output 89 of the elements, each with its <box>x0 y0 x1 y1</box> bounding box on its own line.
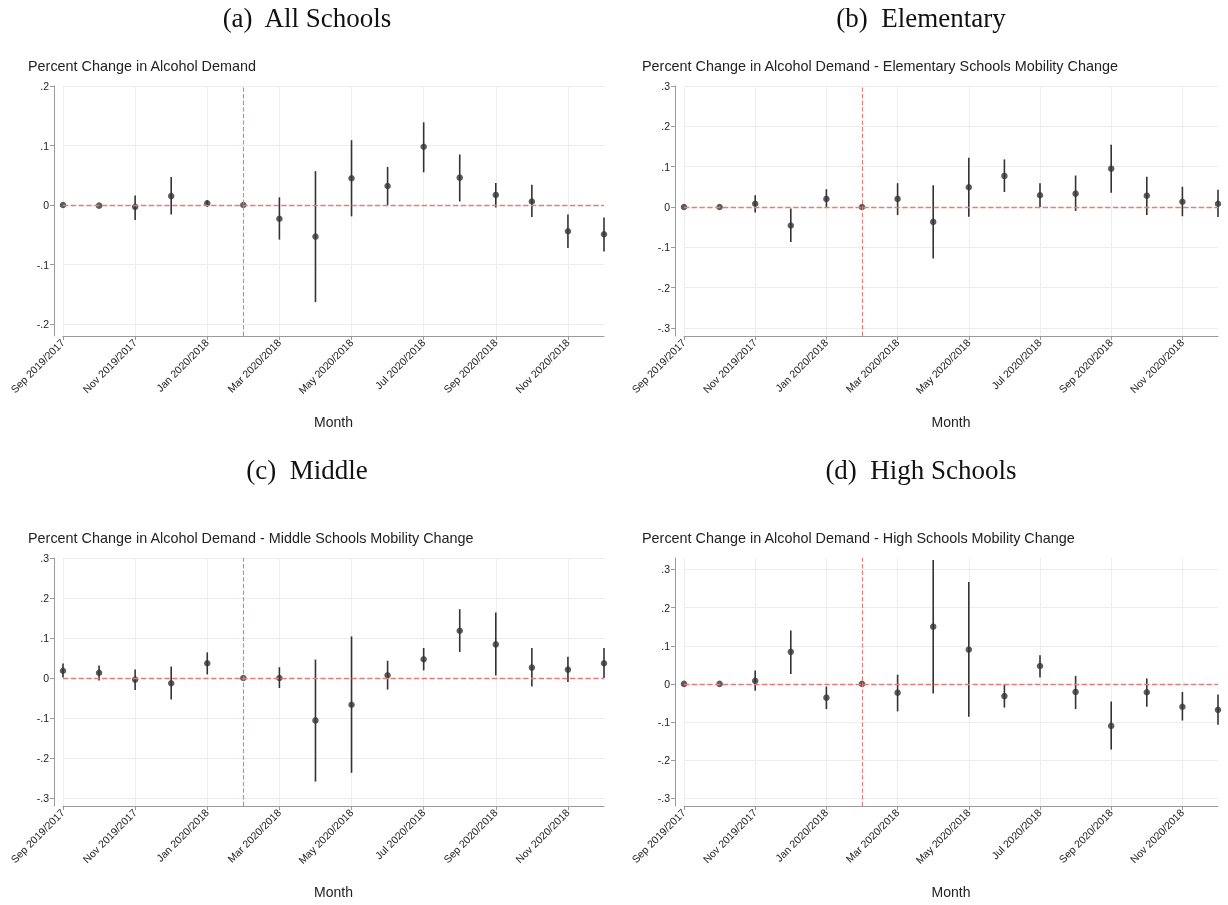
y-tick-label: -.3 <box>657 792 671 805</box>
point <box>456 174 463 181</box>
y-tick-label: .3 <box>661 563 671 576</box>
point <box>787 648 795 656</box>
point <box>59 667 67 675</box>
point <box>787 222 795 229</box>
point <box>600 659 608 667</box>
point <box>1036 192 1044 199</box>
y-tick-label: .1 <box>40 632 50 644</box>
y-tick-label: .2 <box>40 592 50 604</box>
y-tick-label: -.3 <box>657 321 671 334</box>
point <box>823 694 830 701</box>
chart-title: (d) High Schools <box>825 454 1017 485</box>
point <box>751 200 759 207</box>
chart-title: (c) Middle <box>246 454 368 485</box>
point <box>1214 200 1222 207</box>
y-tick-label: -.2 <box>36 752 50 764</box>
y-tick-label: 0 <box>43 199 50 212</box>
y-tick-label: .1 <box>40 139 50 152</box>
point <box>1107 165 1115 172</box>
point <box>894 195 901 203</box>
y-tick-label: .2 <box>661 120 671 133</box>
y-tick-label: -.2 <box>657 281 671 294</box>
y-tick-label: .1 <box>661 160 671 173</box>
y-tick-label: .1 <box>661 639 671 652</box>
point <box>823 195 830 203</box>
point <box>1179 198 1186 205</box>
chart-subtitle: Percent Change in Alcohol Demand - High Schools Mobility Change <box>642 530 1075 546</box>
point <box>1107 722 1115 730</box>
point <box>348 701 355 709</box>
y-tick-label: 0 <box>43 672 50 684</box>
y-tick-label: .2 <box>40 80 50 92</box>
chart-title: (b) Elementary <box>836 2 1007 33</box>
point <box>312 717 319 724</box>
y-tick-label: 0 <box>664 200 671 213</box>
point <box>1072 688 1079 696</box>
y-tick-label: -.1 <box>657 716 671 729</box>
point <box>600 230 608 238</box>
point <box>564 227 572 235</box>
point <box>1072 190 1079 197</box>
point <box>1143 192 1151 199</box>
chart-subtitle: Percent Change in Alcohol Demand - Middle Schools Mobility Change <box>28 530 474 546</box>
point <box>1179 703 1186 711</box>
point <box>564 666 572 673</box>
point <box>312 233 319 240</box>
chart-subtitle: Percent Change in Alcohol Demand <box>28 58 256 74</box>
point <box>1001 172 1008 180</box>
x-axis-title: Month <box>314 414 353 430</box>
point <box>492 641 500 648</box>
point <box>1143 689 1151 696</box>
point <box>420 143 427 150</box>
chart-subtitle: Percent Change in Alcohol Demand - Elementary Schools Mobility Change <box>642 58 1118 74</box>
point <box>384 671 391 679</box>
point <box>1001 692 1008 700</box>
y-tick-label: -.1 <box>36 712 50 724</box>
chart-title: (a) All Schools <box>222 2 392 33</box>
point <box>751 677 759 685</box>
y-tick-label: .2 <box>661 601 671 614</box>
point <box>95 202 103 209</box>
x-axis-title: Month <box>931 884 971 900</box>
point <box>965 183 973 191</box>
point <box>965 646 973 653</box>
point <box>384 182 391 190</box>
point <box>929 218 937 226</box>
y-tick-label: -.3 <box>36 792 50 804</box>
point <box>167 192 175 200</box>
point <box>1036 662 1044 670</box>
y-tick-label: .3 <box>661 80 671 92</box>
point <box>528 198 536 205</box>
y-tick-label: .3 <box>40 552 50 564</box>
point <box>456 627 463 635</box>
y-tick-label: -.1 <box>36 258 50 271</box>
point <box>929 623 937 630</box>
point <box>276 215 283 222</box>
point <box>492 191 500 199</box>
point <box>528 664 536 671</box>
x-axis-title: Month <box>314 884 353 900</box>
point <box>204 659 211 667</box>
point <box>420 655 427 663</box>
point <box>167 679 175 687</box>
y-tick-label: 0 <box>664 677 671 690</box>
point <box>348 175 355 182</box>
y-tick-label: -.2 <box>657 754 671 767</box>
point <box>1214 706 1222 714</box>
point <box>95 669 103 677</box>
point <box>894 689 901 696</box>
y-tick-label: -.2 <box>36 318 50 331</box>
x-axis-title: Month <box>931 414 971 430</box>
y-tick-label: -.1 <box>657 241 671 254</box>
